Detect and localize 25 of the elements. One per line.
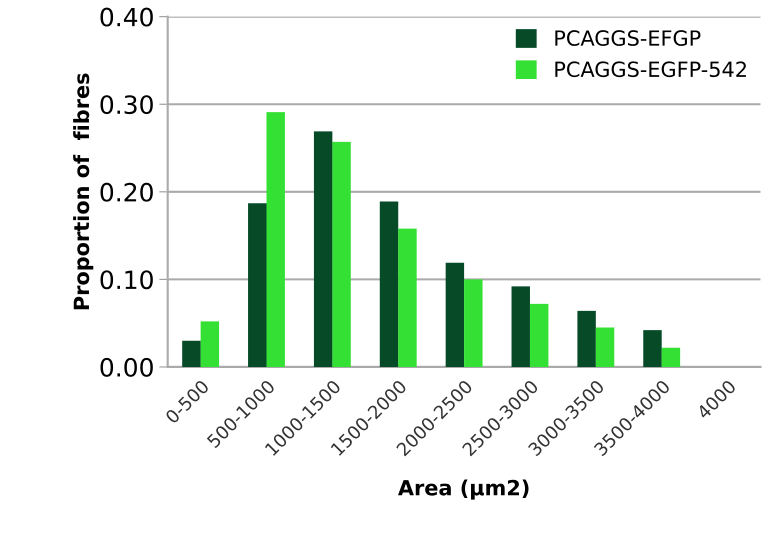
y-tick-label: 0.20: [100, 182, 153, 202]
bar: [266, 112, 285, 367]
y-tick-label: 0.00: [100, 358, 153, 377]
bar: [380, 201, 398, 367]
bar: [446, 262, 464, 367]
y-tick-label: 0.30: [100, 95, 153, 114]
bar: [398, 228, 417, 367]
bar: [577, 310, 596, 367]
x-axis-title: Area (µm2): [398, 479, 529, 500]
bar: [182, 340, 201, 367]
bar: [643, 330, 662, 367]
bar: [200, 321, 220, 367]
bar: [314, 131, 332, 367]
bar: [464, 279, 483, 367]
bar: [248, 203, 266, 367]
y-tick-label: 0.10: [100, 270, 153, 290]
legend-label: PCAGGS-EGFP-542: [555, 61, 746, 78]
y-axis-title: Proportion of fibres: [73, 73, 94, 310]
bar: [512, 286, 530, 367]
y-tick-label: 0.40: [100, 8, 153, 27]
legend-label: PCAGGS-EFGP: [555, 30, 700, 46]
bar: [596, 328, 614, 367]
bar: [530, 304, 548, 367]
bar: [332, 142, 351, 367]
bar: [662, 348, 680, 367]
